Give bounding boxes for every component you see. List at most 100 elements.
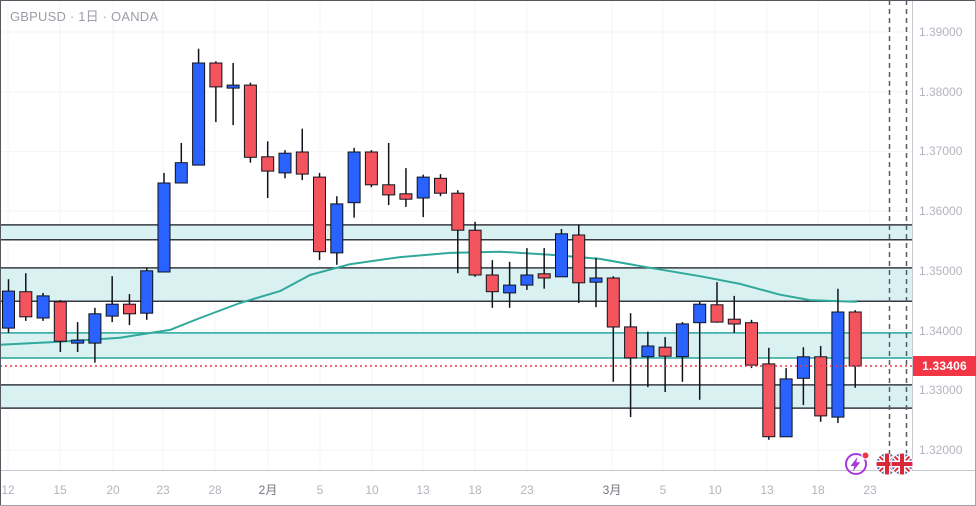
candle: [589, 257, 603, 308]
candle: [71, 322, 85, 352]
candle-body: [261, 156, 275, 172]
candle-body: [624, 326, 638, 359]
time-axis-label: 5: [316, 483, 324, 497]
candle-body: [278, 152, 292, 174]
candle: [313, 172, 326, 261]
candle-body: [434, 177, 447, 194]
price-axis-label: 1.34000: [919, 323, 963, 338]
candle: [399, 168, 413, 207]
candle-body: [572, 234, 586, 284]
time-axis-label: 15: [53, 483, 67, 497]
time-axis-label: 18: [811, 483, 825, 497]
candle: [192, 48, 206, 166]
price-axis-label: 1.37000: [919, 144, 963, 159]
candle: [779, 368, 793, 438]
time-axis-label: 23: [156, 483, 170, 497]
price-axis-label: 1.32000: [919, 442, 963, 457]
candle-body: [88, 313, 102, 344]
candle: [468, 221, 482, 277]
candle: [796, 347, 810, 406]
candle-body: [727, 318, 741, 325]
lightning-circle: [845, 453, 867, 475]
candle-body: [555, 233, 568, 278]
candle: [451, 190, 465, 274]
candle: [364, 150, 378, 188]
candle-body: [330, 203, 344, 254]
candle-body: [19, 291, 33, 318]
candle-body: [606, 277, 620, 328]
candle: [503, 261, 517, 308]
candle: [2, 279, 15, 333]
candle-body: [537, 273, 551, 279]
candle: [693, 301, 707, 400]
candle: [555, 229, 568, 278]
time-axis-label: 5: [659, 483, 667, 497]
candle: [416, 174, 430, 218]
gbp-flag-icon: [891, 453, 913, 475]
candle: [831, 288, 845, 423]
candle: [434, 174, 447, 197]
candle: [347, 147, 361, 218]
sr-zone: [0, 384, 912, 409]
candle: [261, 141, 275, 198]
candle: [382, 143, 396, 206]
sr-zone: [0, 332, 912, 358]
candle: [123, 294, 136, 326]
candle-body: [36, 295, 50, 319]
candle: [537, 248, 551, 289]
candle-body: [693, 303, 707, 324]
candle-body: [503, 284, 517, 294]
candle: [295, 128, 309, 181]
candle-body: [658, 346, 672, 357]
candle-body: [796, 356, 810, 379]
candle: [53, 300, 67, 352]
candle-body: [710, 304, 724, 323]
candle-body: [174, 162, 188, 184]
price-axis-label: 1.35000: [919, 263, 963, 278]
time-axis-label: 23: [863, 483, 877, 497]
candle-body: [416, 176, 430, 199]
candle: [520, 248, 534, 290]
sr-zone: [0, 267, 912, 302]
time-axis-label: 23: [520, 483, 534, 497]
candle-body: [745, 322, 758, 366]
candle: [624, 313, 638, 418]
candle-body: [382, 184, 396, 196]
price-axis-label: 1.38000: [919, 84, 963, 99]
candle: [572, 224, 586, 303]
current-price-badge: 1.33406: [913, 355, 976, 376]
candle-body: [209, 62, 223, 88]
candle-body: [848, 311, 862, 367]
time-axis-label: 3月: [602, 483, 622, 497]
candle-body: [399, 193, 413, 200]
time-axis-label: 10: [708, 483, 722, 497]
candle-body: [589, 277, 603, 283]
candle-body: [123, 303, 136, 315]
candle: [278, 150, 292, 179]
candle: [675, 322, 689, 382]
ma-line: [0, 250, 857, 346]
candle: [36, 292, 50, 321]
bottom-right-icons: [845, 451, 914, 476]
candle-body: [762, 363, 776, 438]
candle-body: [53, 301, 67, 342]
candle: [105, 276, 119, 323]
candle: [330, 196, 344, 265]
candle: [762, 347, 776, 440]
candle-body: [520, 274, 534, 286]
candle-body: [157, 182, 171, 273]
candle-body: [814, 356, 828, 417]
candle-body: [226, 84, 240, 89]
lightning-badge-icon[interactable]: [845, 451, 870, 475]
candle: [727, 295, 741, 333]
candle-body: [243, 84, 257, 158]
price-axis-label: 1.33000: [919, 383, 963, 398]
candle-body: [313, 176, 326, 253]
candle: [209, 61, 223, 123]
candle: [485, 260, 499, 308]
candle-body: [675, 323, 689, 358]
candle: [641, 331, 655, 388]
candle-body: [295, 151, 309, 175]
